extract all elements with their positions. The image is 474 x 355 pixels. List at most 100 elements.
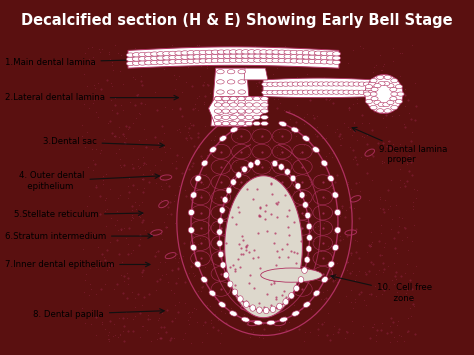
Point [376, 53, 384, 58]
Point [187, 122, 195, 128]
Point [114, 50, 121, 56]
Point [170, 291, 178, 296]
Point [168, 42, 175, 48]
Point [299, 210, 306, 216]
Point [387, 339, 394, 345]
Point [285, 196, 292, 201]
Point [345, 104, 353, 110]
Point [164, 58, 171, 64]
Ellipse shape [287, 82, 295, 86]
Ellipse shape [323, 90, 330, 94]
Point [325, 150, 333, 155]
Point [181, 331, 189, 336]
Point [144, 261, 152, 267]
Point [221, 102, 228, 108]
Point [276, 100, 284, 105]
Point [287, 129, 294, 135]
Point [349, 157, 357, 162]
Point [99, 173, 107, 179]
Point [137, 111, 144, 116]
Ellipse shape [223, 272, 229, 278]
Point [132, 115, 140, 120]
Ellipse shape [321, 160, 328, 166]
Point [261, 80, 268, 85]
Point [368, 324, 376, 330]
Ellipse shape [328, 90, 335, 94]
Ellipse shape [279, 121, 287, 126]
Ellipse shape [308, 55, 316, 59]
Point [274, 96, 282, 102]
Ellipse shape [201, 277, 208, 283]
Point [331, 277, 338, 283]
Ellipse shape [261, 97, 268, 101]
Point [396, 166, 404, 171]
Ellipse shape [156, 60, 164, 64]
Point [208, 261, 215, 267]
Point [105, 329, 112, 335]
Point [309, 112, 317, 118]
Point [190, 234, 197, 239]
Point [262, 97, 269, 103]
Point [117, 273, 125, 278]
Point [409, 206, 417, 212]
Point [255, 44, 263, 50]
Point [235, 52, 242, 58]
Point [232, 160, 240, 165]
Point [364, 156, 371, 162]
Point [148, 146, 156, 152]
Point [193, 95, 201, 100]
Point [139, 154, 147, 160]
Point [162, 180, 169, 185]
Point [338, 135, 346, 140]
Ellipse shape [254, 50, 262, 54]
Point [199, 283, 206, 289]
Point [336, 213, 343, 219]
Point [407, 313, 415, 318]
Ellipse shape [217, 120, 224, 125]
Ellipse shape [305, 212, 310, 219]
Point [276, 324, 283, 330]
Ellipse shape [163, 51, 171, 56]
Point [146, 168, 154, 173]
Point [143, 162, 150, 167]
Ellipse shape [387, 100, 394, 105]
Point [278, 216, 286, 222]
Ellipse shape [163, 56, 171, 60]
Point [225, 287, 233, 293]
Point [207, 138, 215, 143]
Point [108, 97, 115, 103]
Ellipse shape [191, 244, 197, 251]
Point [263, 187, 271, 193]
Point [349, 305, 357, 311]
Point [352, 272, 359, 278]
Point [195, 42, 202, 47]
Point [182, 123, 189, 129]
Point [96, 150, 103, 155]
Point [225, 44, 232, 49]
Point [351, 237, 358, 243]
Point [242, 102, 250, 108]
Point [288, 264, 296, 270]
Point [393, 322, 401, 328]
Ellipse shape [214, 103, 222, 107]
Point [387, 226, 395, 232]
Ellipse shape [303, 302, 310, 307]
Point [315, 52, 322, 58]
Point [298, 75, 306, 81]
Point [204, 184, 211, 190]
Ellipse shape [308, 59, 316, 64]
Point [386, 323, 394, 328]
Point [270, 96, 277, 102]
Point [382, 124, 390, 130]
Point [360, 297, 368, 303]
Text: 2.Lateral dental lamina: 2.Lateral dental lamina [5, 93, 178, 102]
Point [134, 91, 142, 97]
Point [220, 44, 228, 50]
Ellipse shape [218, 251, 224, 258]
Ellipse shape [238, 120, 246, 125]
Point [131, 199, 139, 205]
Point [314, 200, 321, 205]
Point [291, 179, 299, 185]
Point [84, 164, 91, 170]
Ellipse shape [230, 179, 236, 185]
